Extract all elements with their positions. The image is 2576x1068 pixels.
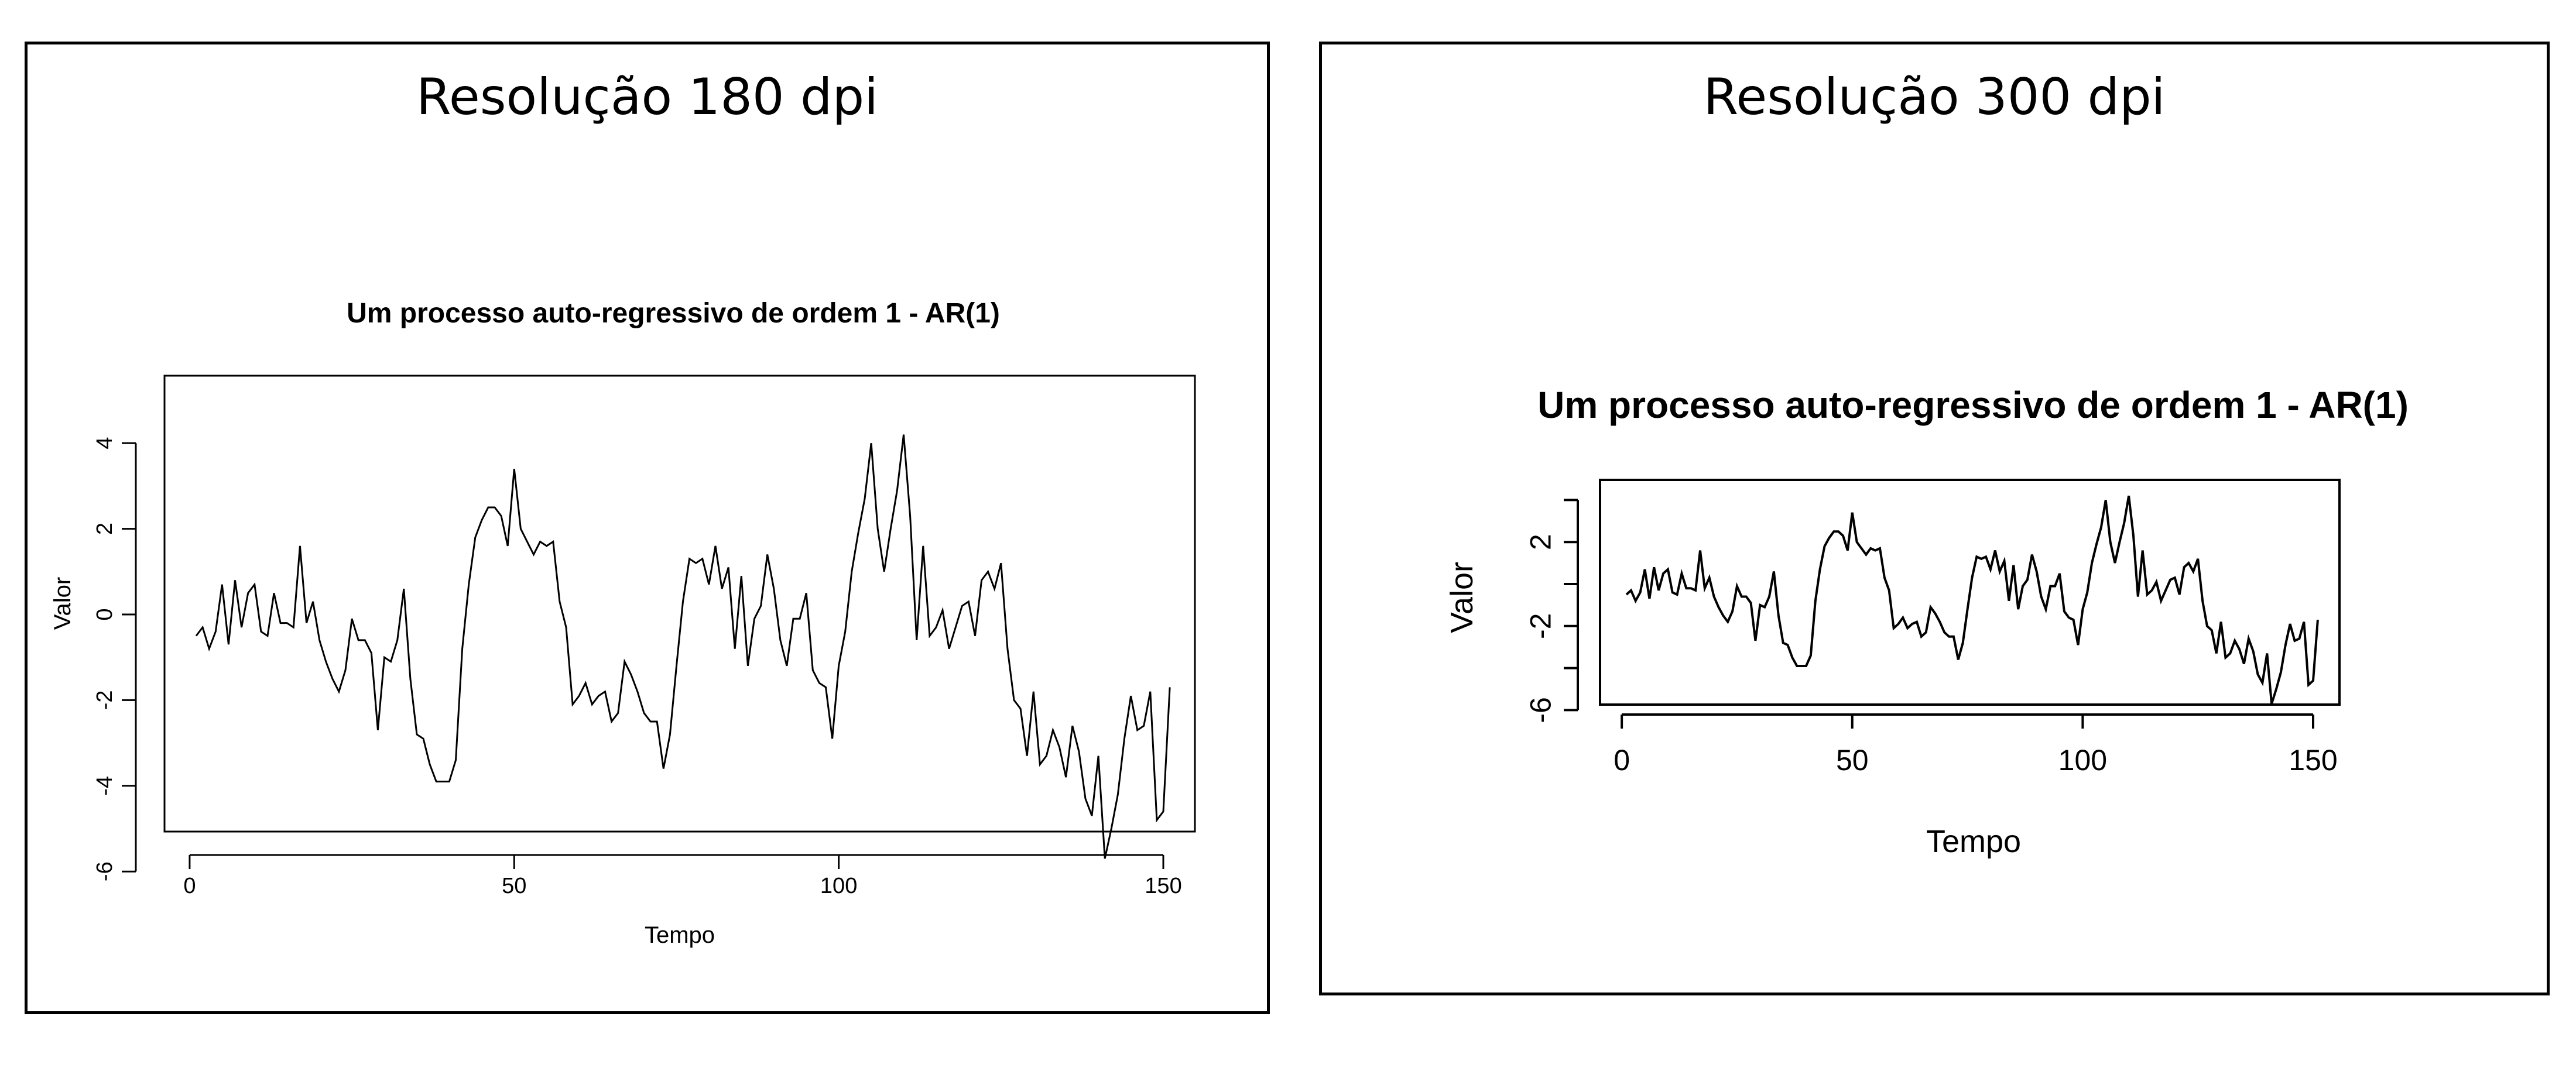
x-tick-label: 50: [1836, 744, 1869, 777]
y-axis: 4 2 0 -2 -4 -6: [93, 437, 137, 881]
x-tick-label: 0: [1614, 744, 1630, 777]
x-axis-label: Tempo: [645, 922, 715, 948]
ar1-chart-300dpi: Um processo auto-regressivo de ordem 1 -…: [1444, 384, 2409, 859]
y-tick-label: -2: [93, 691, 117, 710]
x-axis-label: Tempo: [1926, 824, 2021, 859]
y-tick-label: -4: [93, 776, 117, 796]
chart-title: Um processo auto-regressivo de ordem 1 -…: [1537, 384, 2409, 426]
plot-frame: [1599, 479, 2341, 706]
y-axis-label: Valor: [50, 577, 76, 630]
series-line: [1625, 495, 2319, 705]
x-tick-label: 150: [2289, 744, 2337, 777]
x-axis: 0 50 100 150: [183, 854, 1182, 898]
plot-frame: [163, 375, 1196, 833]
x-axis: 0 50 100 150: [1614, 713, 2338, 777]
y-tick-label: 2: [1525, 534, 1557, 550]
chart-title: Um processo auto-regressivo de ordem 1 -…: [347, 298, 1000, 329]
panel-title: Resolução 180 dpi: [416, 68, 879, 126]
x-tick-label: 0: [183, 874, 196, 898]
panel-title: Resolução 300 dpi: [1703, 68, 2166, 126]
y-axis: 2 -2 -6: [1525, 499, 1579, 723]
x-tick-label: 50: [502, 874, 526, 898]
y-tick-label: 2: [93, 523, 117, 535]
series-line: [195, 434, 1171, 859]
chart-panel-300dpi: Resolução 300 dpi Um processo auto-regre…: [1319, 42, 2550, 995]
x-tick-label: 150: [1145, 874, 1181, 898]
x-tick-label: 100: [2058, 744, 2107, 777]
x-tick-label: 100: [820, 874, 857, 898]
y-tick-label: -6: [93, 861, 117, 881]
y-tick-label: 0: [93, 608, 117, 620]
y-tick-label: 4: [93, 437, 117, 449]
chart-panel-180dpi: Resolução 180 dpi Um processo auto-regre…: [25, 42, 1270, 1014]
y-axis-label: Valor: [1444, 562, 1479, 633]
y-tick-label: -2: [1525, 613, 1557, 639]
y-tick-label: -6: [1525, 697, 1557, 723]
ar1-chart-180dpi: Um processo auto-regressivo de ordem 1 -…: [50, 298, 1196, 948]
